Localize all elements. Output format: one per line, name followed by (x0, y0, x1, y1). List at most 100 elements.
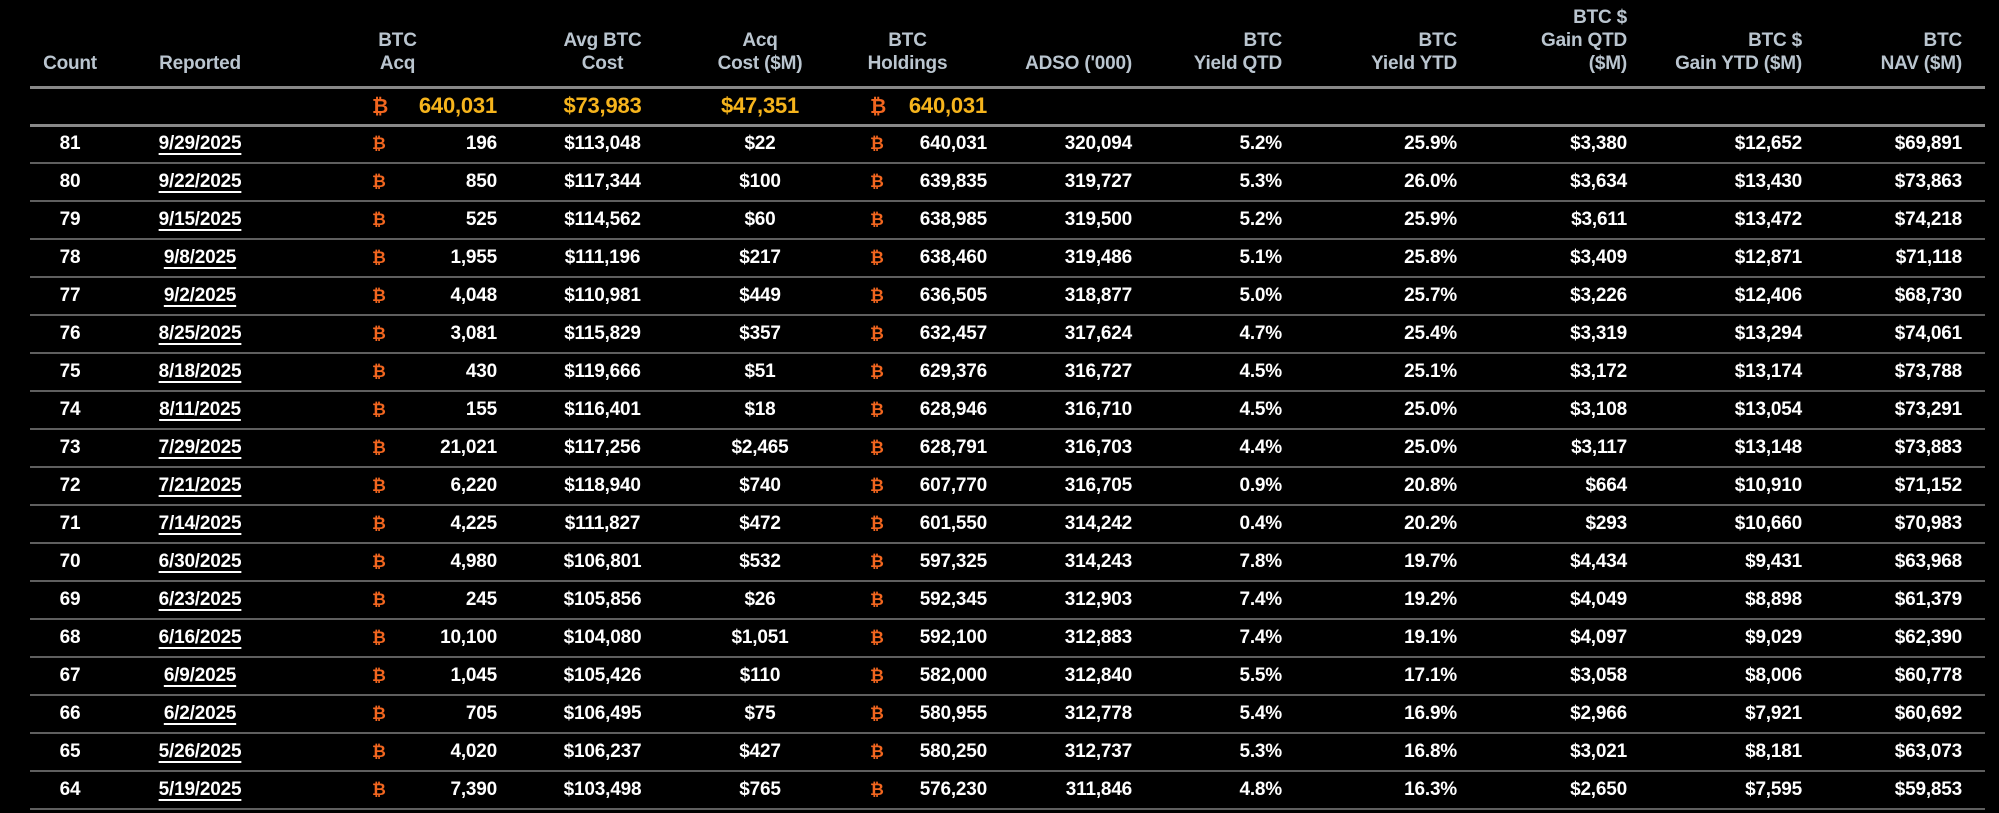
adso-cell: 316,727 (1064, 361, 1132, 382)
reported-date-link[interactable]: 7/29/2025 (158, 437, 242, 458)
table-row: 81 9/29/2025 ₿ 196 $113,048 $22 ₿ 640,03… (30, 125, 1985, 163)
bitcoin-icon: ₿ (870, 247, 884, 268)
avg-btc-cost-cell: $105,856 (563, 589, 642, 610)
reported-date-link[interactable]: 6/2/2025 (163, 703, 237, 724)
summary-acq-cost: $47,351 (720, 93, 800, 118)
reported-date-link[interactable]: 5/26/2025 (158, 741, 242, 762)
btc-yield-ytd-cell: 25.8% (1404, 247, 1457, 268)
acq-cost-cell: $51 (744, 361, 776, 382)
bitcoin-icon: ₿ (870, 361, 884, 382)
reported-date-link[interactable]: 9/29/2025 (158, 133, 242, 155)
btc-acq-cell: ₿ 4,980 (290, 551, 505, 573)
btc-nav-cell: $69,891 (1894, 133, 1962, 155)
reported-date-link[interactable]: 9/22/2025 (158, 171, 242, 192)
btc-acq-value: 525 (465, 209, 497, 230)
col-header-btc-nav: BTC NAV ($M) (1880, 30, 1963, 75)
col-header-adso: ADSO ('000) (1025, 53, 1132, 75)
adso-cell: 316,710 (1064, 399, 1132, 420)
btc-yield-ytd-cell: 25.1% (1404, 361, 1457, 382)
btc-acq-value: 1,955 (450, 247, 497, 268)
btc-gain-qtd-cell: $3,226 (1570, 285, 1627, 306)
bitcoin-icon: ₿ (372, 171, 386, 192)
btc-holdings-value: 601,550 (919, 513, 987, 534)
adso-cell: 312,840 (1064, 665, 1132, 686)
btc-yield-ytd-cell: 19.2% (1404, 589, 1457, 610)
btc-gain-qtd-cell: $4,097 (1570, 627, 1627, 648)
reported-date-link[interactable]: 8/11/2025 (159, 399, 241, 420)
bitcoin-icon: ₿ (372, 133, 386, 154)
avg-btc-cost-cell: $114,562 (564, 209, 641, 230)
avg-btc-cost-cell: $106,237 (563, 741, 642, 762)
btc-gain-ytd-cell: $9,029 (1745, 627, 1802, 648)
reported-date-cell: 7/29/2025 (110, 429, 290, 467)
bitcoin-icon: ₿ (870, 589, 884, 610)
btc-holdings-cell: ₿ 628,946 (820, 399, 995, 421)
adso-cell: 312,903 (1064, 589, 1132, 610)
summary-row: ₿ 640,031 $73,983 $47,351 ₿ 640,031 (30, 87, 1985, 125)
reported-date-link[interactable]: 5/19/2025 (158, 779, 242, 800)
btc-yield-ytd-cell: 26.0% (1404, 171, 1457, 192)
btc-yield-qtd-cell: 5.2% (1239, 133, 1282, 155)
reported-date-link[interactable]: 9/15/2025 (158, 209, 242, 230)
btc-gain-qtd-cell: $664 (1585, 475, 1628, 496)
btc-holdings-cell: ₿ 638,460 (820, 247, 995, 269)
reported-date-link[interactable]: 8/25/2025 (158, 323, 242, 344)
col-header-count: Count (43, 53, 97, 75)
reported-date-link[interactable]: 6/30/2025 (158, 551, 242, 572)
table-row: 69 6/23/2025 ₿ 245 $105,856 $26 ₿ 592,34… (30, 581, 1985, 619)
reported-date-link[interactable]: 8/18/2025 (158, 361, 242, 382)
col-header-btc-yield-qtd: BTC Yield QTD (1193, 30, 1282, 75)
reported-date-link[interactable]: 6/9/2025 (163, 665, 237, 686)
adso-cell: 312,883 (1064, 627, 1132, 648)
reported-date-cell: 7/21/2025 (110, 467, 290, 505)
count-cell: 80 (59, 171, 81, 192)
btc-gain-qtd-cell: $2,650 (1570, 779, 1627, 800)
acq-cost-cell: $217 (739, 247, 781, 268)
btc-acq-cell: ₿ 4,048 (290, 285, 505, 307)
bitcoin-icon: ₿ (870, 94, 887, 118)
bitcoin-icon: ₿ (372, 361, 386, 382)
count-cell: 71 (59, 513, 81, 534)
btc-holdings-cell: ₿ 628,791 (820, 437, 995, 459)
avg-btc-cost-cell: $104,080 (563, 627, 642, 648)
avg-btc-cost-cell: $118,940 (564, 475, 641, 496)
table-row: 67 6/9/2025 ₿ 1,045 $105,426 $110 ₿ 582,… (30, 657, 1985, 695)
summary-btc-holdings: ₿ 640,031 (820, 93, 995, 119)
reported-date-link[interactable]: 9/8/2025 (163, 247, 237, 268)
btc-holdings-value: 636,505 (919, 285, 987, 306)
btc-gain-ytd-cell: $10,660 (1734, 513, 1802, 534)
avg-btc-cost-cell: $119,666 (564, 361, 641, 382)
reported-date-link[interactable]: 9/2/2025 (163, 285, 237, 306)
reported-date-cell: 8/11/2025 (110, 391, 290, 429)
bitcoin-icon: ₿ (372, 247, 386, 268)
btc-holdings-cell: ₿ 639,835 (820, 171, 995, 193)
btc-purchases-table: Count Reported BTC Acq Avg BTC Cost Acq … (30, 0, 1985, 810)
btc-acq-value: 3,081 (450, 323, 497, 344)
btc-yield-ytd-cell: 25.9% (1404, 133, 1457, 155)
btc-gain-qtd-cell: $3,021 (1570, 741, 1627, 762)
adso-cell: 314,242 (1064, 513, 1132, 534)
acq-cost-cell: $740 (739, 475, 781, 496)
acq-cost-cell: $75 (744, 703, 776, 724)
btc-holdings-cell: ₿ 640,031 (820, 133, 995, 155)
reported-date-link[interactable]: 6/23/2025 (158, 589, 242, 610)
btc-acq-value: 7,390 (450, 779, 497, 800)
count-cell: 78 (59, 247, 81, 268)
btc-yield-qtd-cell: 4.4% (1239, 437, 1282, 458)
btc-gain-ytd-cell: $8,006 (1745, 665, 1802, 686)
reported-date-link[interactable]: 7/21/2025 (158, 475, 242, 496)
count-cell: 74 (59, 399, 81, 420)
count-cell: 77 (59, 285, 81, 306)
btc-acq-cell: ₿ 196 (290, 133, 505, 155)
reported-date-link[interactable]: 6/16/2025 (158, 627, 242, 648)
avg-btc-cost-cell: $106,801 (563, 551, 642, 572)
summary-count-empty (30, 87, 110, 125)
btc-yield-ytd-cell: 25.0% (1404, 399, 1457, 420)
btc-holdings-value: 629,376 (919, 361, 987, 382)
acq-cost-cell: $765 (739, 779, 781, 800)
btc-gain-qtd-cell: $293 (1585, 513, 1628, 534)
btc-holdings-value: 597,325 (919, 551, 987, 572)
btc-nav-cell: $71,118 (1895, 247, 1962, 268)
reported-date-link[interactable]: 7/14/2025 (158, 513, 242, 534)
col-header-btc-holdings: BTC Holdings (867, 30, 948, 75)
